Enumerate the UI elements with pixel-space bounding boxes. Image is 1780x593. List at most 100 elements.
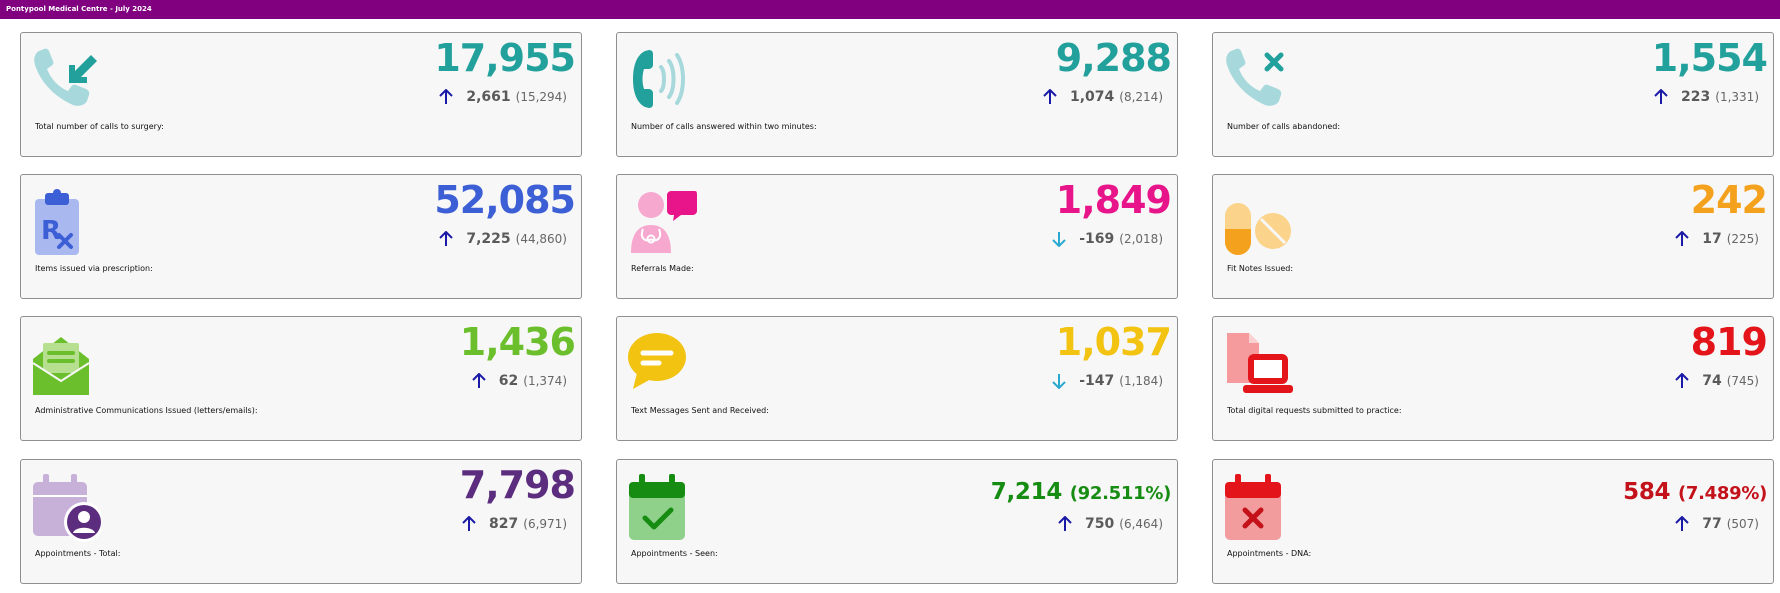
- metric-change: 77 (507): [1675, 516, 1759, 532]
- change-value: 74: [1702, 373, 1722, 389]
- change-value: 7,225: [466, 231, 511, 247]
- metric-value: 1,849: [1055, 178, 1172, 222]
- laptop-document-icon: [1223, 329, 1293, 399]
- metric-value: 7,214: [990, 479, 1063, 505]
- metric-label: Appointments - DNA:: [1227, 549, 1312, 558]
- arrow-up-icon: [1043, 89, 1057, 104]
- doctor-chat-icon: [627, 187, 697, 257]
- previous-value: (15,294): [515, 90, 567, 104]
- metric-value: 9,288: [1055, 36, 1172, 80]
- card-appointments-total[interactable]: 7,798 827 (6,971) Appointments - Total:: [20, 459, 582, 584]
- metric-value: 52,085: [434, 178, 576, 222]
- metric-label: Total digital requests submitted to prac…: [1227, 406, 1402, 415]
- metric-change: -147 (1,184): [1052, 373, 1163, 389]
- card-prescriptions[interactable]: R 52,085 7,225 (44,860) Items issued via…: [20, 174, 582, 299]
- metric-value: 242: [1690, 178, 1768, 222]
- metric-value: 819: [1690, 320, 1768, 364]
- change-value: 223: [1681, 89, 1711, 105]
- prescription-clipboard-icon: R: [31, 187, 101, 257]
- card-referrals[interactable]: 1,849 -169 (2,018) Referrals Made:: [616, 174, 1178, 299]
- card-total-calls[interactable]: 17,955 2,661 (15,294) Total number of ca…: [20, 32, 582, 157]
- arrow-up-icon: [462, 516, 476, 531]
- metric-value: 584: [1623, 479, 1671, 505]
- metric-label: Appointments - Total:: [35, 549, 121, 558]
- calendar-x-icon: [1223, 472, 1293, 542]
- metric-change: 827 (6,971): [462, 516, 567, 532]
- dashboard-header: Pontypool Medical Centre - July 2024: [0, 0, 1780, 19]
- metric-label: Items issued via prescription:: [35, 264, 153, 273]
- metric-value: 1,436: [459, 320, 576, 364]
- metric-change: 74 (745): [1675, 373, 1759, 389]
- metric-change: 223 (1,331): [1654, 89, 1759, 105]
- metric-label: Appointments - Seen:: [631, 549, 718, 558]
- arrow-up-icon: [1675, 516, 1689, 531]
- metric-value: 1,554: [1651, 36, 1768, 80]
- change-value: 62: [498, 373, 519, 389]
- metric-change: 17 (225): [1675, 231, 1759, 247]
- previous-value: (745): [1726, 374, 1759, 388]
- metric-label: Number of calls answered within two minu…: [631, 122, 817, 131]
- metric-change: 7,225 (44,860): [439, 231, 567, 247]
- metric-label: Administrative Communications Issued (le…: [35, 406, 258, 415]
- change-value: -147: [1079, 373, 1115, 389]
- metric-value-with-percent: 584 (7.489%): [1623, 476, 1767, 510]
- change-value: 17: [1702, 231, 1722, 247]
- metric-percent: (92.511%): [1069, 483, 1172, 504]
- card-admin-comms[interactable]: 1,436 62 (1,374) Administrative Communic…: [20, 316, 582, 441]
- metric-change: -169 (2,018): [1052, 231, 1163, 247]
- card-calls-abandoned[interactable]: 1,554 223 (1,331) Number of calls abando…: [1212, 32, 1774, 157]
- previous-value: (225): [1726, 232, 1759, 246]
- pills-icon: [1223, 187, 1293, 257]
- arrow-down-icon: [1052, 374, 1066, 389]
- change-value: -169: [1079, 231, 1115, 247]
- metric-change: 750 (6,464): [1058, 516, 1163, 532]
- arrow-down-icon: [1052, 232, 1066, 247]
- metric-label: Text Messages Sent and Received:: [631, 406, 769, 415]
- previous-value: (8,214): [1119, 90, 1163, 104]
- metric-change: 62 (1,374): [472, 373, 567, 389]
- metric-label: Number of calls abandoned:: [1227, 122, 1341, 131]
- card-appointments-seen[interactable]: 7,214 (92.511%) 750 (6,464) Appointments…: [616, 459, 1178, 584]
- phone-ringing-icon: [627, 45, 697, 115]
- metric-value-with-percent: 7,214 (92.511%): [990, 476, 1172, 510]
- chat-bubble-icon: [627, 329, 697, 399]
- metric-label: Fit Notes Issued:: [1227, 264, 1294, 273]
- card-digital-requests[interactable]: 819 74 (745) Total digital requests subm…: [1212, 316, 1774, 441]
- arrow-up-icon: [472, 373, 486, 388]
- calendar-check-icon: [627, 472, 697, 542]
- metric-change: 1,074 (8,214): [1043, 89, 1163, 105]
- previous-value: (6,464): [1119, 517, 1163, 531]
- card-text-messages[interactable]: 1,037 -147 (1,184) Text Messages Sent an…: [616, 316, 1178, 441]
- previous-value: (507): [1726, 517, 1759, 531]
- metric-value: 17,955: [434, 36, 576, 80]
- metric-label: Referrals Made:: [631, 264, 694, 273]
- arrow-up-icon: [1654, 89, 1668, 104]
- arrow-up-icon: [1675, 231, 1689, 246]
- change-value: 750: [1085, 516, 1115, 532]
- card-calls-answered[interactable]: 9,288 1,074 (8,214) Number of calls answ…: [616, 32, 1178, 157]
- svg-text:R: R: [41, 216, 61, 246]
- metric-percent: (7.489%): [1677, 483, 1767, 504]
- metric-change: 2,661 (15,294): [439, 89, 567, 105]
- metric-value: 7,798: [459, 463, 576, 507]
- arrow-up-icon: [439, 231, 454, 246]
- arrow-up-icon: [1675, 373, 1689, 388]
- card-appointments-dna[interactable]: 584 (7.489%) 77 (507) Appointments - DNA…: [1212, 459, 1774, 584]
- previous-value: (6,971): [523, 517, 567, 531]
- metric-label: Total number of calls to surgery:: [35, 122, 164, 131]
- card-fit-notes[interactable]: 242 17 (225) Fit Notes Issued:: [1212, 174, 1774, 299]
- arrow-up-icon: [1058, 516, 1072, 531]
- calendar-user-icon: [31, 472, 101, 542]
- change-value: 827: [489, 516, 519, 532]
- phone-incoming-icon: [31, 45, 101, 115]
- previous-value: (1,331): [1715, 90, 1759, 104]
- change-value: 77: [1702, 516, 1722, 532]
- previous-value: (1,374): [523, 374, 567, 388]
- arrow-up-icon: [439, 89, 454, 104]
- previous-value: (2,018): [1119, 232, 1163, 246]
- previous-value: (1,184): [1119, 374, 1163, 388]
- change-value: 1,074: [1069, 89, 1115, 105]
- metric-value: 1,037: [1055, 320, 1172, 364]
- change-value: 2,661: [466, 89, 511, 105]
- dashboard-title: Pontypool Medical Centre - July 2024: [6, 5, 152, 13]
